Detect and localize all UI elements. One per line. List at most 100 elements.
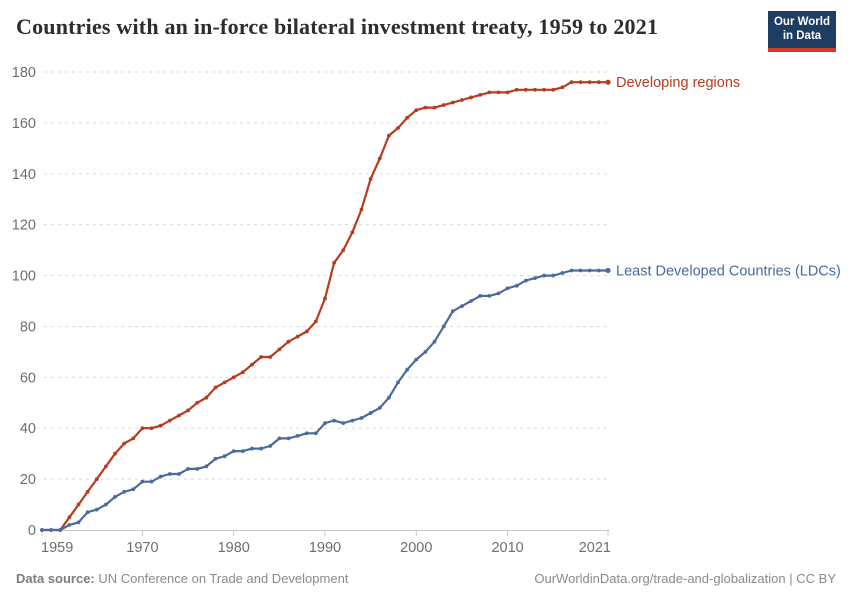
x-tick-label-1970: 1970 (126, 540, 158, 556)
data-point-least-developed-countries-ldcs-2019 (587, 268, 592, 273)
y-axis-labels: 0 20 40 60 80 100 120 140 160 180 (12, 65, 36, 539)
data-point-least-developed-countries-ldcs-1984 (268, 444, 273, 448)
y-tick-label-60: 60 (20, 370, 36, 386)
data-point-least-developed-countries-ldcs-2015 (551, 273, 556, 278)
x-tick-label-1990: 1990 (309, 540, 341, 556)
data-point-least-developed-countries-ldcs-1959 (40, 528, 44, 532)
data-point-developing-regions-2002 (432, 105, 437, 110)
data-point-least-developed-countries-ldcs-1986 (286, 436, 291, 441)
chart-title: Countries with an in-force bilateral inv… (16, 14, 659, 39)
data-point-developing-regions-1995 (368, 176, 373, 181)
data-point-least-developed-countries-ldcs-2011 (514, 283, 519, 288)
data-point-least-developed-countries-ldcs-2010 (505, 286, 510, 291)
series-line-developing-regions[interactable] (42, 81, 608, 532)
data-point-least-developed-countries-ldcs-1970 (140, 479, 145, 484)
data-point-developing-regions-1996 (377, 156, 382, 161)
footer-license: CC BY (796, 571, 836, 586)
y-tick-label-100: 100 (12, 269, 36, 285)
data-point-least-developed-countries-ldcs-2000 (414, 357, 419, 362)
data-point-least-developed-countries-ldcs-1980 (231, 449, 236, 454)
data-point-least-developed-countries-ldcs-1999 (405, 367, 410, 372)
data-point-least-developed-countries-ldcs-1977 (204, 464, 209, 469)
data-point-least-developed-countries-ldcs-1975 (186, 467, 190, 471)
data-point-developing-regions-1967 (113, 451, 117, 456)
series-least-developed-countries-ldcs[interactable]: Least Developed Countries (LDCs) (40, 263, 841, 532)
data-point-developing-regions-1974 (177, 413, 181, 418)
data-point-least-developed-countries-ldcs-1969 (131, 487, 136, 492)
data-point-least-developed-countries-ldcs-1993 (350, 418, 355, 423)
data-point-least-developed-countries-ldcs-1982 (250, 446, 254, 451)
data-point-developing-regions-1989 (313, 319, 318, 324)
owid-logo[interactable]: Our World in Data (768, 11, 836, 52)
series-developing-regions[interactable]: Developing regions (40, 75, 740, 532)
owid-logo-line2: in Data (782, 29, 822, 42)
data-point-developing-regions-1978 (213, 385, 218, 390)
data-point-least-developed-countries-ldcs-1995 (368, 411, 373, 415)
data-point-developing-regions-1971 (149, 426, 154, 431)
data-point-developing-regions-1988 (304, 329, 309, 334)
data-source-note: Data source: UN Conference on Trade and … (16, 571, 348, 586)
data-point-least-developed-countries-ldcs-2005 (460, 304, 464, 308)
footer-url[interactable]: OurWorldinData.org/trade-and-globalizati… (534, 571, 786, 586)
data-point-least-developed-countries-ldcs-2018 (578, 268, 583, 273)
data-point-developing-regions-1968 (122, 441, 127, 446)
data-point-developing-regions-1963 (76, 502, 81, 507)
footer-divider: | (789, 571, 793, 586)
data-point-developing-regions-1969 (131, 436, 136, 441)
data-point-developing-regions-2014 (542, 87, 546, 92)
data-point-least-developed-countries-ldcs-1988 (304, 431, 309, 436)
data-point-least-developed-countries-ldcs-1991 (332, 418, 337, 423)
data-point-developing-regions-1990 (323, 296, 327, 301)
data-point-developing-regions-1997 (387, 133, 391, 138)
y-tick-label-180: 180 (12, 65, 36, 81)
data-point-developing-regions-2006 (469, 95, 473, 100)
data-point-developing-regions-1999 (405, 115, 410, 120)
data-point-least-developed-countries-ldcs-1971 (149, 479, 154, 484)
data-point-developing-regions-2016 (560, 85, 565, 90)
series-label-developing-regions[interactable]: Developing regions (616, 75, 740, 91)
data-point-least-developed-countries-ldcs-2008 (487, 294, 492, 298)
data-point-least-developed-countries-ldcs-1992 (341, 421, 346, 426)
data-point-developing-regions-1980 (231, 375, 236, 380)
data-point-developing-regions-1986 (286, 339, 291, 344)
data-point-developing-regions-1991 (332, 260, 337, 265)
data-point-least-developed-countries-ldcs-1972 (158, 474, 163, 479)
data-point-least-developed-countries-ldcs-2007 (478, 294, 483, 298)
data-point-developing-regions-1992 (341, 248, 346, 253)
footer-citation[interactable]: OurWorldinData.org/trade-and-globalizati… (534, 571, 836, 586)
data-point-developing-regions-1984 (268, 355, 273, 359)
data-point-least-developed-countries-ldcs-2021 (605, 267, 611, 274)
data-point-developing-regions-1998 (396, 126, 400, 130)
data-point-least-developed-countries-ldcs-2003 (441, 324, 446, 329)
x-axis: 1959 1970 1980 1990 2000 2010 2021 (40, 530, 611, 556)
series-line-least-developed-countries-ldcs[interactable] (42, 269, 608, 532)
data-point-developing-regions-1979 (222, 380, 227, 385)
data-point-least-developed-countries-ldcs-1983 (259, 446, 263, 451)
data-point-least-developed-countries-ldcs-1960 (49, 528, 54, 532)
y-gridlines (44, 71, 610, 480)
data-point-least-developed-countries-ldcs-1974 (177, 472, 181, 476)
data-point-developing-regions-1987 (295, 334, 300, 339)
data-point-least-developed-countries-ldcs-1965 (94, 507, 99, 512)
data-point-least-developed-countries-ldcs-2002 (432, 339, 437, 344)
data-point-developing-regions-2013 (533, 87, 537, 92)
data-point-developing-regions-2012 (523, 87, 528, 92)
data-point-developing-regions-1994 (359, 207, 364, 212)
data-point-least-developed-countries-ldcs-2004 (450, 309, 455, 314)
series-label-least-developed-countries-ldcs[interactable]: Least Developed Countries (LDCs) (616, 263, 841, 279)
data-point-least-developed-countries-ldcs-1987 (295, 433, 300, 438)
data-point-least-developed-countries-ldcs-1967 (113, 495, 117, 499)
data-point-least-developed-countries-ldcs-1979 (222, 454, 227, 459)
y-tick-label-80: 80 (20, 319, 36, 335)
data-point-least-developed-countries-ldcs-1964 (85, 510, 90, 515)
y-tick-label-120: 120 (12, 218, 36, 234)
data-point-least-developed-countries-ldcs-1990 (323, 421, 327, 426)
data-point-least-developed-countries-ldcs-1961 (58, 528, 63, 532)
data-point-developing-regions-2021 (605, 79, 611, 85)
data-point-least-developed-countries-ldcs-2020 (596, 268, 601, 273)
data-source-label: Data source: (16, 571, 95, 586)
data-point-least-developed-countries-ldcs-2017 (569, 268, 574, 273)
y-tick-label-20: 20 (20, 472, 36, 488)
